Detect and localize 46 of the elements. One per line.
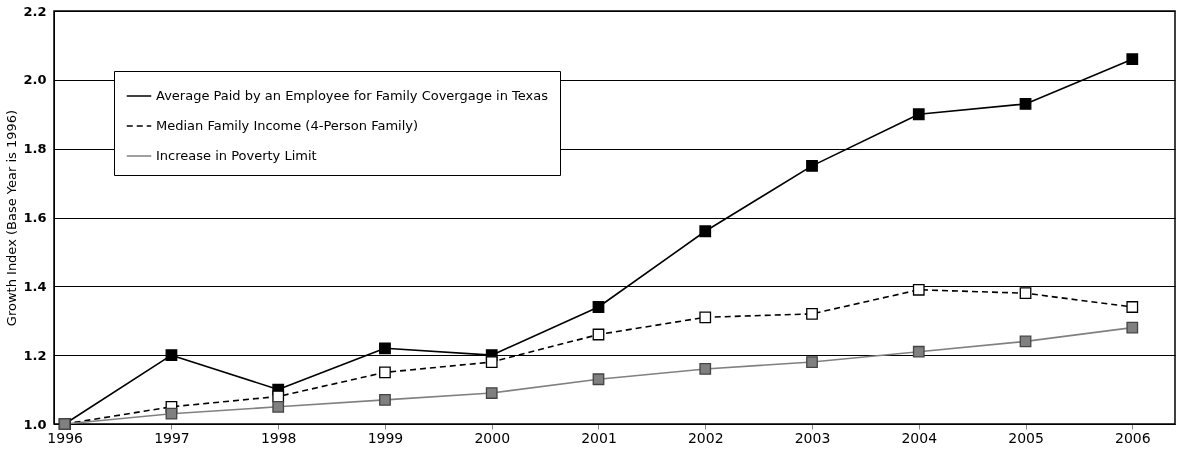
point: [485, 387, 498, 399]
point: [912, 345, 925, 358]
y-tick-label: 2.2: [23, 3, 47, 19]
x-tick-label: 1997: [154, 429, 190, 446]
point: [699, 225, 712, 238]
point: [1019, 98, 1032, 110]
x-tick-label: 2000: [474, 429, 511, 446]
point: [806, 307, 818, 320]
point: [1019, 287, 1032, 300]
y-tick-label: 1.0: [23, 416, 47, 432]
point: [165, 407, 178, 420]
point: [165, 349, 178, 362]
point: [1126, 53, 1139, 66]
x-tick-label: 2002: [687, 429, 724, 446]
point: [806, 356, 818, 368]
point: [912, 108, 925, 121]
x-tick-label: 2006: [1114, 429, 1151, 446]
x-tick-label: 2001: [581, 429, 617, 446]
point: [1126, 301, 1139, 313]
point: [272, 400, 285, 413]
x-tick-label: 1998: [260, 429, 297, 446]
x-tick-label: 2003: [794, 429, 831, 446]
point: [592, 373, 605, 386]
legend-label: Average Paid by an Employee for Family Covergage in Texas: [156, 88, 549, 103]
y-tick-label: 1.6: [23, 210, 47, 225]
x-tick-label: 2005: [1008, 429, 1044, 446]
point: [379, 394, 391, 406]
legend-label: Median Family Income (4-Person Family): [156, 118, 419, 133]
point: [592, 301, 605, 313]
point: [379, 366, 391, 379]
point: [699, 363, 712, 375]
y-tick-label: 1.8: [23, 141, 47, 157]
point: [379, 342, 391, 355]
x-tick-label: 1996: [47, 429, 84, 446]
y-axis-title: Growth Index (Base Year is 1996): [4, 109, 20, 327]
x-tick-label: 2004: [901, 429, 938, 446]
y-tick-label: 2.0: [23, 72, 47, 88]
point: [699, 311, 712, 324]
point: [485, 356, 498, 368]
legend-label: Increase in Poverty Limit: [156, 148, 317, 163]
point: [912, 283, 925, 296]
point: [1126, 321, 1139, 334]
y-tick-label: 1.4: [23, 278, 47, 294]
y-tick-label: 1.2: [23, 347, 47, 363]
point: [806, 159, 818, 172]
x-tick-label: 1999: [367, 429, 404, 446]
